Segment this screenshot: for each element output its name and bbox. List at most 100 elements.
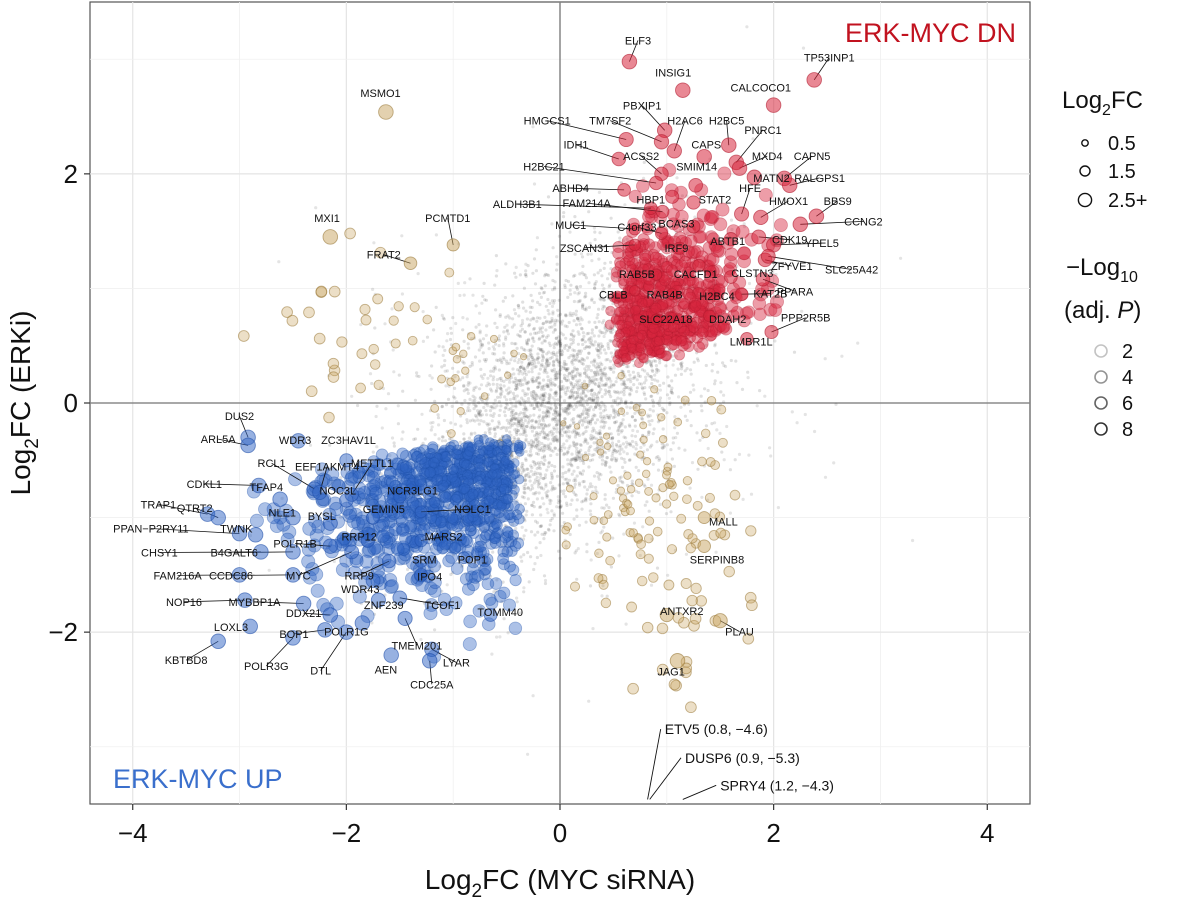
- up-point: [397, 448, 408, 459]
- background-point: [630, 434, 633, 437]
- background-point: [542, 365, 545, 368]
- background-point: [584, 340, 587, 343]
- background-point: [558, 483, 561, 486]
- background-point: [585, 369, 588, 372]
- background-point: [590, 393, 593, 396]
- background-point: [509, 398, 512, 401]
- dn-point: [707, 253, 719, 265]
- background-point: [561, 465, 564, 468]
- background-point: [606, 416, 609, 419]
- background-point: [570, 389, 573, 392]
- background-point: [547, 415, 550, 418]
- background-point: [554, 353, 557, 356]
- background-point: [454, 423, 457, 426]
- background-point: [468, 382, 471, 385]
- background-point: [560, 349, 563, 352]
- background-point: [593, 436, 596, 439]
- background-point: [552, 426, 555, 429]
- background-point: [532, 414, 535, 417]
- background-point: [598, 373, 601, 376]
- background-point: [899, 257, 902, 260]
- background-point: [596, 418, 599, 421]
- background-point: [623, 393, 626, 396]
- background-point: [573, 385, 576, 388]
- background-point: [593, 283, 596, 286]
- other-point: [637, 540, 646, 549]
- other-point: [681, 578, 691, 588]
- background-point: [430, 388, 433, 391]
- background-point: [525, 438, 528, 441]
- background-point: [603, 262, 606, 265]
- background-point: [481, 295, 484, 298]
- background-point: [589, 405, 592, 408]
- background-point: [578, 420, 581, 423]
- background-point: [581, 343, 584, 346]
- background-point: [601, 307, 604, 310]
- background-point: [612, 497, 615, 500]
- background-point: [397, 404, 400, 407]
- background-point: [497, 426, 500, 429]
- other-point: [369, 344, 379, 354]
- background-point: [588, 306, 591, 309]
- background-point: [520, 361, 523, 364]
- background-point: [401, 430, 404, 433]
- background-point: [383, 322, 386, 325]
- background-point: [529, 311, 532, 314]
- background-point: [556, 423, 559, 426]
- background-point: [522, 553, 525, 556]
- background-point: [646, 448, 649, 451]
- background-point: [571, 370, 574, 373]
- background-point: [499, 387, 502, 390]
- background-point: [590, 369, 593, 372]
- background-point: [435, 306, 438, 309]
- background-point: [575, 358, 578, 361]
- background-point: [612, 399, 615, 402]
- background-point: [581, 255, 584, 258]
- background-point: [547, 351, 550, 354]
- background-point: [615, 451, 618, 454]
- background-point: [598, 456, 601, 459]
- background-point: [535, 452, 538, 455]
- background-point: [632, 371, 635, 374]
- background-point: [542, 394, 545, 397]
- background-point: [804, 413, 807, 416]
- background-point: [645, 500, 648, 503]
- background-point: [582, 469, 585, 472]
- background-point: [591, 376, 594, 379]
- background-point: [624, 425, 627, 428]
- background-point: [594, 238, 597, 241]
- background-point: [554, 420, 557, 423]
- background-point: [631, 494, 634, 497]
- background-point: [521, 301, 524, 304]
- other-point: [448, 430, 456, 438]
- background-point: [609, 414, 612, 417]
- background-point: [604, 405, 607, 408]
- background-point: [536, 356, 539, 359]
- background-point: [574, 483, 577, 486]
- background-point: [573, 493, 576, 496]
- background-point: [570, 396, 573, 399]
- background-point: [339, 476, 342, 479]
- background-point: [548, 393, 551, 396]
- background-point: [639, 446, 642, 449]
- other-point: [304, 307, 315, 318]
- background-point: [581, 433, 584, 436]
- background-point: [523, 367, 526, 370]
- background-point: [401, 390, 404, 393]
- background-point: [738, 453, 741, 456]
- background-point: [538, 422, 541, 425]
- background-point: [581, 303, 584, 306]
- background-point: [592, 363, 595, 366]
- background-point: [572, 470, 575, 473]
- background-point: [565, 411, 568, 414]
- background-point: [536, 236, 539, 239]
- background-point: [768, 446, 771, 449]
- background-point: [535, 320, 538, 323]
- other-point: [686, 702, 697, 713]
- background-point: [577, 292, 580, 295]
- background-point: [549, 378, 552, 381]
- background-point: [493, 365, 496, 368]
- background-point: [532, 340, 535, 343]
- background-point: [568, 412, 571, 415]
- background-point: [647, 420, 650, 423]
